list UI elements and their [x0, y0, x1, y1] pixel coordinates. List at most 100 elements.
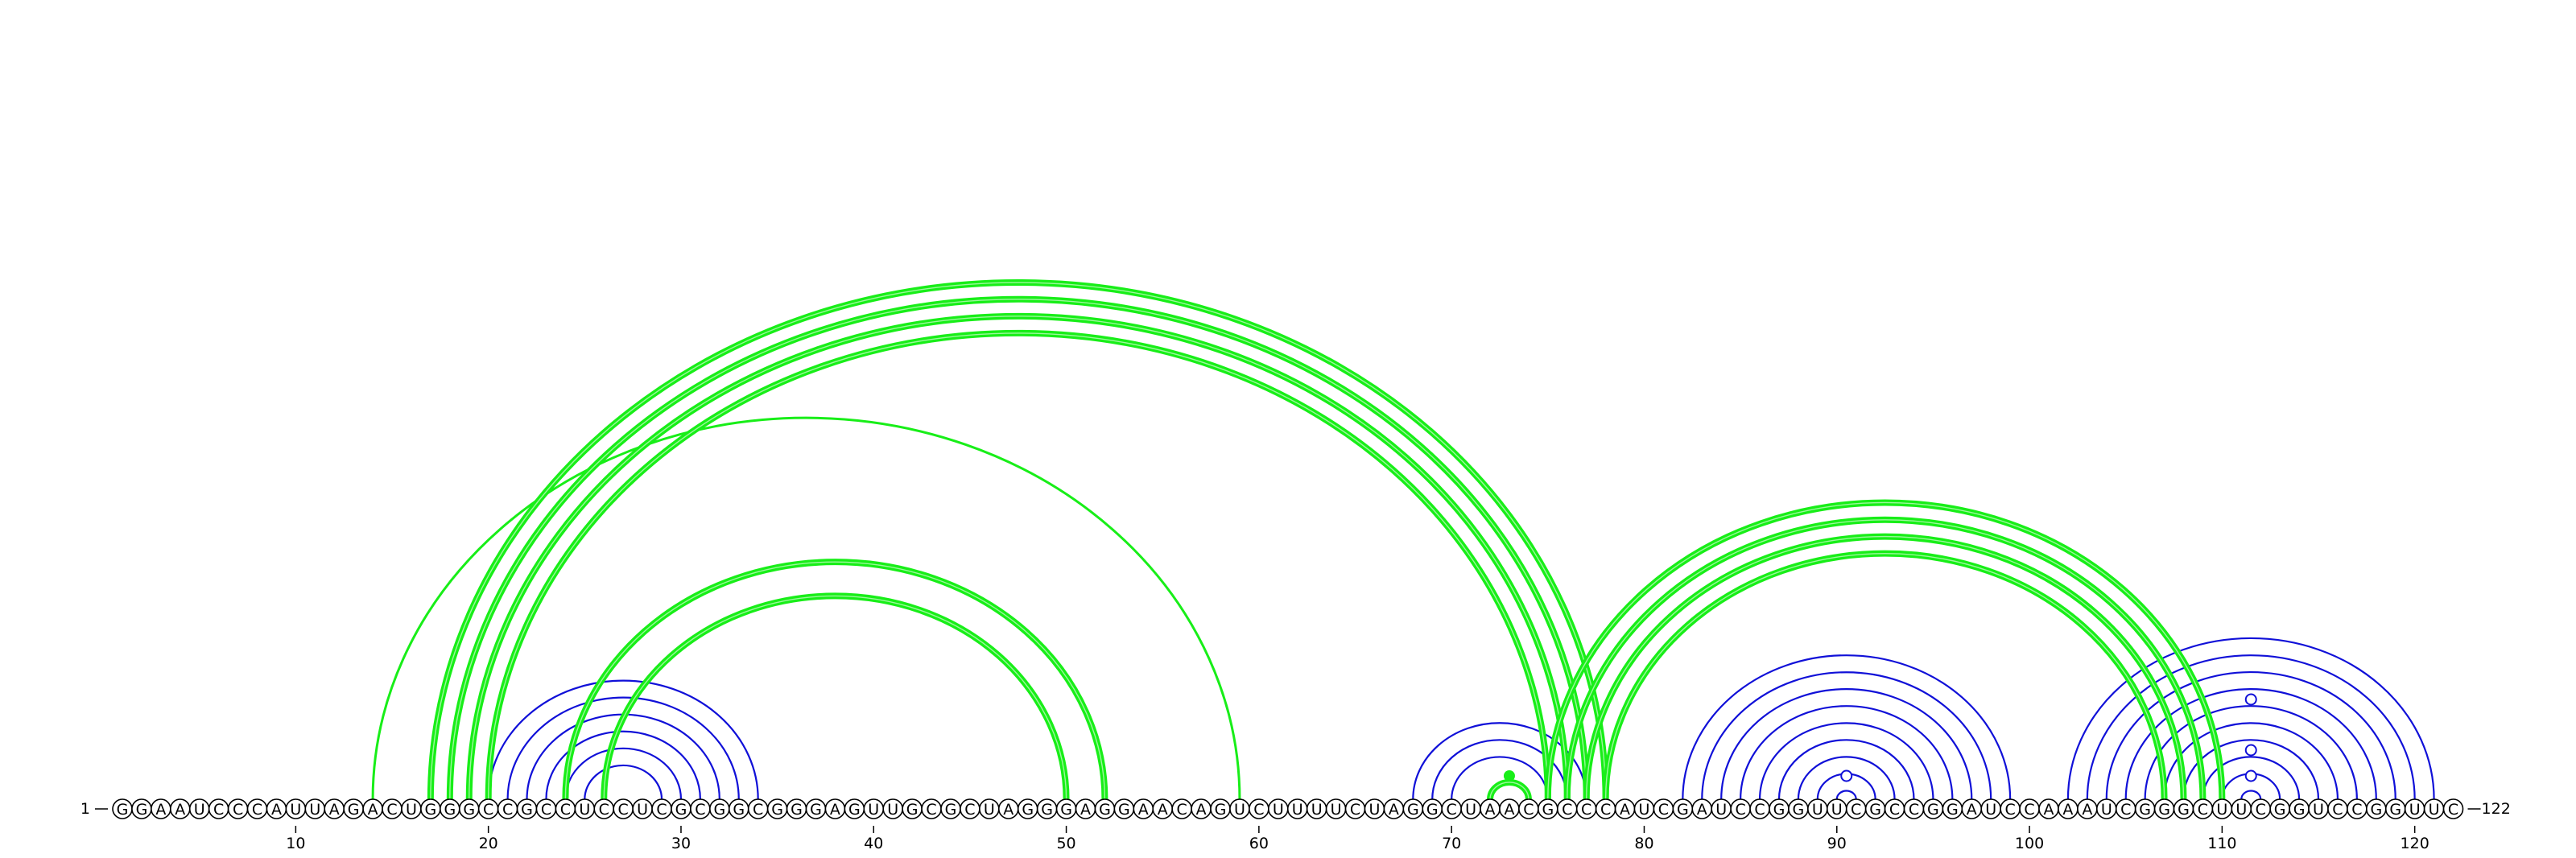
nucleotide: G — [2173, 798, 2194, 819]
nucleotide-letter: C — [753, 801, 763, 819]
nucleotide: G — [2153, 798, 2175, 819]
nucleotide: C — [497, 798, 518, 819]
nucleotide: C — [1884, 798, 1905, 819]
nucleotide: U — [2231, 798, 2252, 819]
nucleotide: A — [1191, 798, 1212, 819]
blue-pair-arc — [2240, 790, 2262, 800]
nucleotide: U — [1633, 798, 1655, 819]
nucleotide: C — [651, 798, 672, 819]
blue-pair-arc — [2124, 688, 2377, 800]
nucleotide-letter: C — [599, 801, 609, 819]
nucleotide: U — [2423, 798, 2445, 819]
blue-pair-arc — [2086, 654, 2416, 800]
nucleotide-letter: G — [1927, 801, 1939, 819]
nucleotide-letter: C — [502, 801, 513, 819]
nucleotide-letter: U — [637, 801, 648, 819]
nucleotide-letter: A — [2082, 801, 2092, 819]
nucleotide-letter: A — [1697, 801, 1707, 819]
nucleotide-letter: C — [1350, 801, 1360, 819]
nucleotide-letter: G — [1426, 801, 1439, 819]
nucleotide: G — [1672, 798, 1694, 819]
nucleotide: C — [1730, 798, 1751, 819]
nucleotide-letter: A — [1003, 801, 1013, 819]
nucleotide-letter: G — [791, 801, 803, 819]
nucleotide-letter: U — [2409, 801, 2421, 819]
nucleotide: G — [1402, 798, 1424, 819]
nucleotide-letter: C — [656, 801, 667, 819]
nucleotide-letter: C — [1851, 801, 1861, 819]
nucleotide: U — [882, 798, 903, 819]
nucleotide-letter: G — [733, 801, 745, 819]
nucleotide: C — [1441, 798, 1462, 819]
nucleotide-letter: A — [2044, 801, 2054, 819]
nucleotide: U — [285, 798, 307, 819]
blue-pair-arc — [2066, 637, 2435, 800]
green-pair-arc — [485, 329, 1551, 800]
nucleotide: G — [766, 798, 788, 819]
nucleotide: G — [805, 798, 827, 819]
nucleotide: G — [1422, 798, 1443, 819]
nucleotide-letter: G — [771, 801, 783, 819]
nucleotide-letter: G — [1118, 801, 1130, 819]
nucleotide-letter: C — [1581, 801, 1591, 819]
nucleotide-letter: C — [2120, 801, 2131, 819]
axis-tick-label: 60 — [1249, 835, 1269, 852]
nucleotide-letter: C — [926, 801, 936, 819]
nucleotide: C — [246, 798, 268, 819]
nucleotide: U — [1826, 798, 1847, 819]
nucleotide-letter: C — [964, 801, 975, 819]
nucleotide: C — [535, 798, 557, 819]
nucleotide-letter: G — [675, 801, 687, 819]
nucleotide-letter: C — [1735, 801, 1745, 819]
blue-pair-arc — [1701, 671, 1992, 800]
blue-pair-marker — [2244, 769, 2257, 782]
nucleotide: G — [112, 798, 133, 819]
nucleotide-letter: U — [406, 801, 417, 819]
nucleotide: A — [997, 798, 1019, 819]
blue-pair-arc — [584, 764, 663, 800]
nucleotide: U — [2308, 798, 2329, 819]
nucleotide: C — [382, 798, 402, 819]
green-arcs-group — [371, 278, 2226, 800]
nucleotide-letter: U — [1831, 801, 1843, 819]
nucleotide-letter: U — [887, 801, 898, 819]
nucleotide: C — [2442, 798, 2464, 819]
nucleotide-letter: C — [252, 801, 262, 819]
nucleotide: G — [709, 798, 730, 819]
nucleotide: A — [1961, 798, 1983, 819]
nucleotide-letter: G — [713, 801, 725, 819]
nucleotide: C — [208, 798, 229, 819]
nucleotide-letter: C — [1562, 801, 1572, 819]
nucleotide: A — [1152, 798, 1174, 819]
nucleotide: G — [516, 798, 538, 819]
nucleotide-letter: G — [136, 801, 148, 819]
nucleotide-letter: U — [2235, 801, 2247, 819]
nucleotide: C — [1518, 798, 1539, 819]
nucleotide-letter: G — [945, 801, 957, 819]
nucleotide-letter: U — [1812, 801, 1823, 819]
nucleotide: A — [1614, 798, 1636, 819]
nucleotide: C — [2192, 798, 2214, 819]
nucleotide-letter: A — [1620, 801, 1630, 819]
green-pair-arc — [601, 592, 1070, 800]
axis-tick-label: 90 — [1827, 835, 1847, 852]
nucleotide: C — [2000, 798, 2021, 819]
nucleotide: C — [1249, 798, 1269, 819]
nucleotide-letter: U — [1715, 801, 1727, 819]
nucleotide-letter: G — [444, 801, 456, 819]
nucleotide-letter: G — [1099, 801, 1111, 819]
nucleotide-letter: U — [1234, 801, 1245, 819]
nucleotide: A — [324, 798, 345, 819]
nucleotide: A — [1480, 798, 1501, 819]
nucleotide-letter: U — [868, 801, 879, 819]
blue-pair-arc — [1758, 722, 1934, 800]
nucleotide-letter: G — [810, 801, 822, 819]
green-pair-arc-highlight — [1489, 782, 1530, 800]
nucleotide-letter: U — [579, 801, 590, 819]
nucleotide: C — [1556, 798, 1578, 819]
nucleotide-letter: A — [2062, 801, 2073, 819]
sequence-start-label: 1 — [80, 800, 90, 818]
nucleotide: G — [458, 798, 480, 819]
green-pair-marker — [1503, 770, 1515, 782]
